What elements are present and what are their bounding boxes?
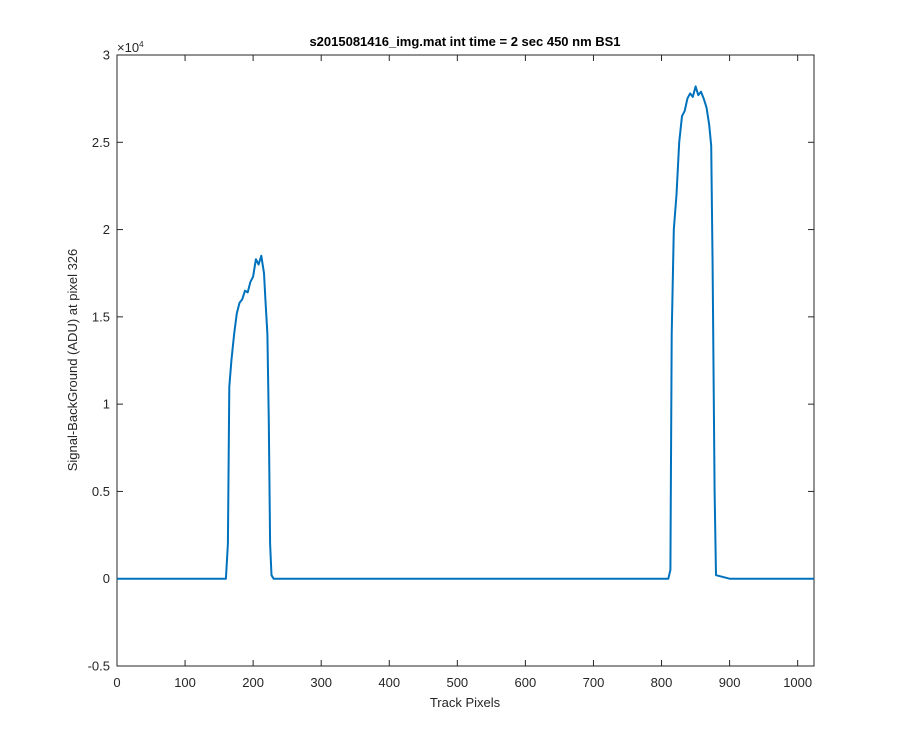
axes-box [116,54,815,667]
y-tick-label: 2.5 [92,135,110,150]
y-tick-label: 1 [103,397,110,412]
x-axis: 0 100 200 300 400 500 600 700 800 900 1000 [113,55,812,690]
chart-title: s2015081416_img.mat int time = 2 sec 450… [309,34,620,49]
x-tick-label: 200 [242,675,264,690]
y-axis-exponent: ×104 [117,40,144,55]
series-layer [117,85,814,580]
x-tick-label: 600 [515,675,537,690]
axes-frame [116,54,815,667]
x-tick-label: 700 [583,675,605,690]
y-tick-label: 1.5 [92,309,110,324]
y-axis-exponent-base: ×10 [117,40,139,55]
x-tick-label: 900 [719,675,741,690]
x-tick-label: 800 [651,675,673,690]
x-tick-label: 400 [378,675,400,690]
series-line [117,85,814,580]
x-axis-label: Track Pixels [430,695,501,710]
y-axis-label: Signal-BackGround (ADU) at pixel 326 [65,249,80,472]
y-tick-label: 0 [103,571,110,586]
x-tick-label: 100 [174,675,196,690]
y-axis: -0.5 0 0.5 1 1.5 2 2.5 3 [88,48,814,674]
y-tick-label: 0.5 [92,484,110,499]
y-tick-label: 3 [103,48,110,63]
x-tick-label: 0 [113,675,120,690]
x-tick-label: 500 [446,675,468,690]
plot-area [117,55,814,666]
y-axis-exponent-power: 4 [139,40,144,49]
y-tick-label: -0.5 [88,659,110,674]
x-tick-label: 300 [310,675,332,690]
y-tick-label: 2 [103,222,110,237]
x-tick-label: 1000 [783,675,812,690]
